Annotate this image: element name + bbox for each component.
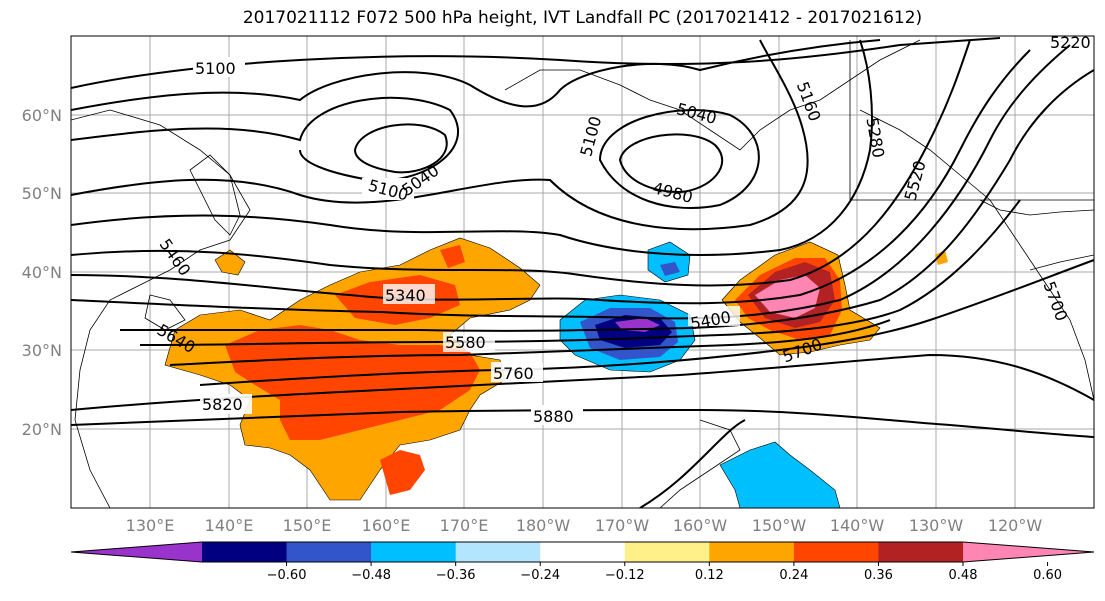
colorbar-segment: [371, 542, 457, 562]
colorbar-tick-label: 0.36: [864, 568, 893, 583]
colorbar: −0.60 −0.48 −0.36 −0.24 −0.12 0.12 0.24 0.36 0.4…: [70, 541, 1095, 583]
lat-tick-20n: 20°N: [22, 420, 62, 439]
lat-tick-40n: 40°N: [22, 263, 62, 282]
colorbar-segment: [455, 542, 541, 562]
contour-label: 5880: [533, 407, 574, 426]
colorbar-segment: [624, 542, 710, 562]
colorbar-tick-label: 0.24: [779, 568, 808, 583]
contour-label: 5100: [195, 59, 236, 78]
colorbar-tick-label: 0.48: [949, 568, 978, 583]
lat-tick-50n: 50°N: [22, 184, 62, 203]
colorbar-tick-label: −0.48: [351, 568, 391, 583]
lon-tick: 150°E: [283, 516, 332, 535]
height-contours: [71, 37, 1094, 508]
colorbar-segment: [202, 542, 288, 562]
lon-tick: 170°W: [595, 516, 650, 535]
map-title: 2017021112 F072 500 hPa height, IVT Land…: [242, 8, 923, 28]
lat-tick-60n: 60°N: [22, 106, 62, 125]
latitude-labels: 60°N 50°N 40°N 30°N 20°N: [22, 106, 62, 439]
colorbar-tick-label: −0.12: [605, 568, 645, 583]
contour-label: 5580: [445, 333, 486, 352]
lon-tick: 120°W: [988, 516, 1043, 535]
colorbar-segment: [286, 542, 372, 562]
colorbar-tick-label: 0.12: [695, 568, 724, 583]
map-border: [70, 35, 1095, 509]
lon-tick: 130°E: [126, 516, 175, 535]
colorbar-tick-label: 0.60: [1033, 568, 1062, 583]
lon-tick: 180°W: [516, 516, 571, 535]
lon-tick: 160°W: [673, 516, 728, 535]
colorbar-segment: [793, 542, 879, 562]
colorbar-tick-label: −0.24: [520, 568, 560, 583]
colorbar-tick-label: −0.36: [436, 568, 476, 583]
contour-label: 5340: [385, 286, 426, 305]
lon-tick: 140°W: [830, 516, 885, 535]
lon-tick: 150°W: [752, 516, 807, 535]
lon-tick: 170°E: [440, 516, 489, 535]
lon-tick: 160°E: [362, 516, 411, 535]
colorbar-segment: [540, 542, 626, 562]
colorbar-segment: [709, 542, 795, 562]
contour-label: 5220: [1050, 33, 1091, 52]
colorbar-extend-high: [963, 542, 1094, 562]
longitude-labels: 130°E 140°E 150°E 160°E 170°E 180°W 170°…: [126, 516, 1043, 535]
lon-tick: 140°E: [205, 516, 254, 535]
lat-tick-30n: 30°N: [22, 341, 62, 360]
colorbar-tick-label: −0.60: [267, 568, 307, 583]
lon-tick: 130°W: [909, 516, 964, 535]
contour-label: 5760: [493, 364, 534, 383]
colorbar-extend-low: [71, 542, 202, 562]
colorbar-segment: [878, 542, 964, 562]
contour-label: 5820: [202, 395, 243, 414]
